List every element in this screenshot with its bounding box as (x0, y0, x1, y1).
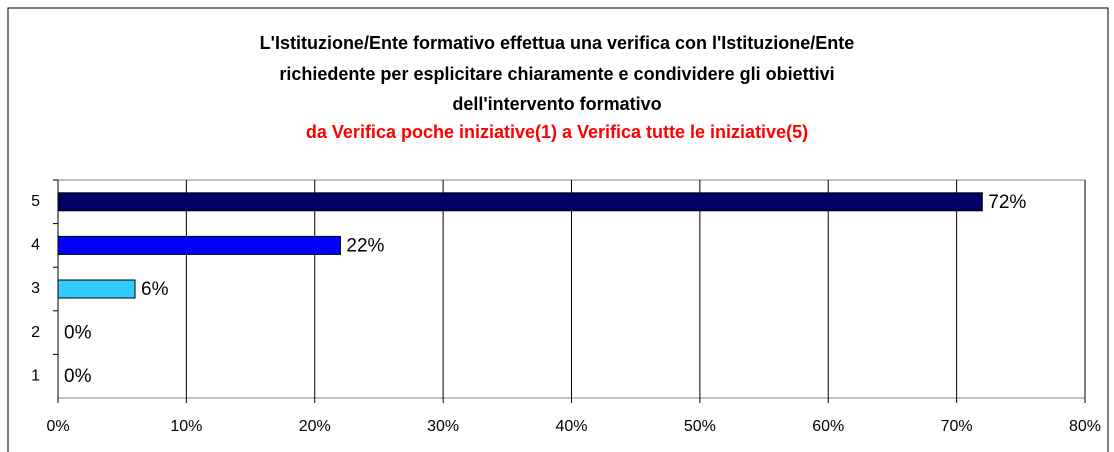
x-tick-label: 10% (170, 418, 202, 435)
y-tick-label: 3 (31, 280, 40, 297)
x-tick-label: 30% (427, 418, 459, 435)
x-tick-label: 60% (812, 418, 844, 435)
bar (57, 192, 983, 212)
chart-title: L'Istituzione/Ente formativo effettua un… (260, 33, 855, 53)
data-label: 22% (346, 235, 384, 256)
x-tick-label: 50% (684, 418, 716, 435)
x-tick-label: 70% (941, 418, 973, 435)
data-label: 6% (141, 279, 169, 300)
data-label: 72% (988, 192, 1026, 213)
chart-subtitle: da Verifica poche iniziative(1) a Verifi… (306, 122, 808, 142)
bar (57, 279, 136, 299)
chart-title: richiedente per esplicitare chiaramente … (279, 64, 834, 84)
y-tick-label: 4 (31, 237, 40, 254)
y-tick-label: 5 (31, 193, 40, 210)
x-tick-label: 0% (46, 418, 69, 435)
x-tick-label: 40% (555, 418, 587, 435)
chart-title: dell'intervento formativo (452, 94, 661, 114)
chart-border (7, 7, 1109, 452)
data-label: 0% (64, 323, 92, 344)
y-tick-label: 1 (31, 367, 40, 384)
x-tick-label: 20% (299, 418, 331, 435)
data-label: 0% (64, 366, 92, 387)
y-tick-label: 2 (31, 324, 40, 341)
bar (57, 235, 341, 255)
x-tick-label: 80% (1069, 418, 1101, 435)
